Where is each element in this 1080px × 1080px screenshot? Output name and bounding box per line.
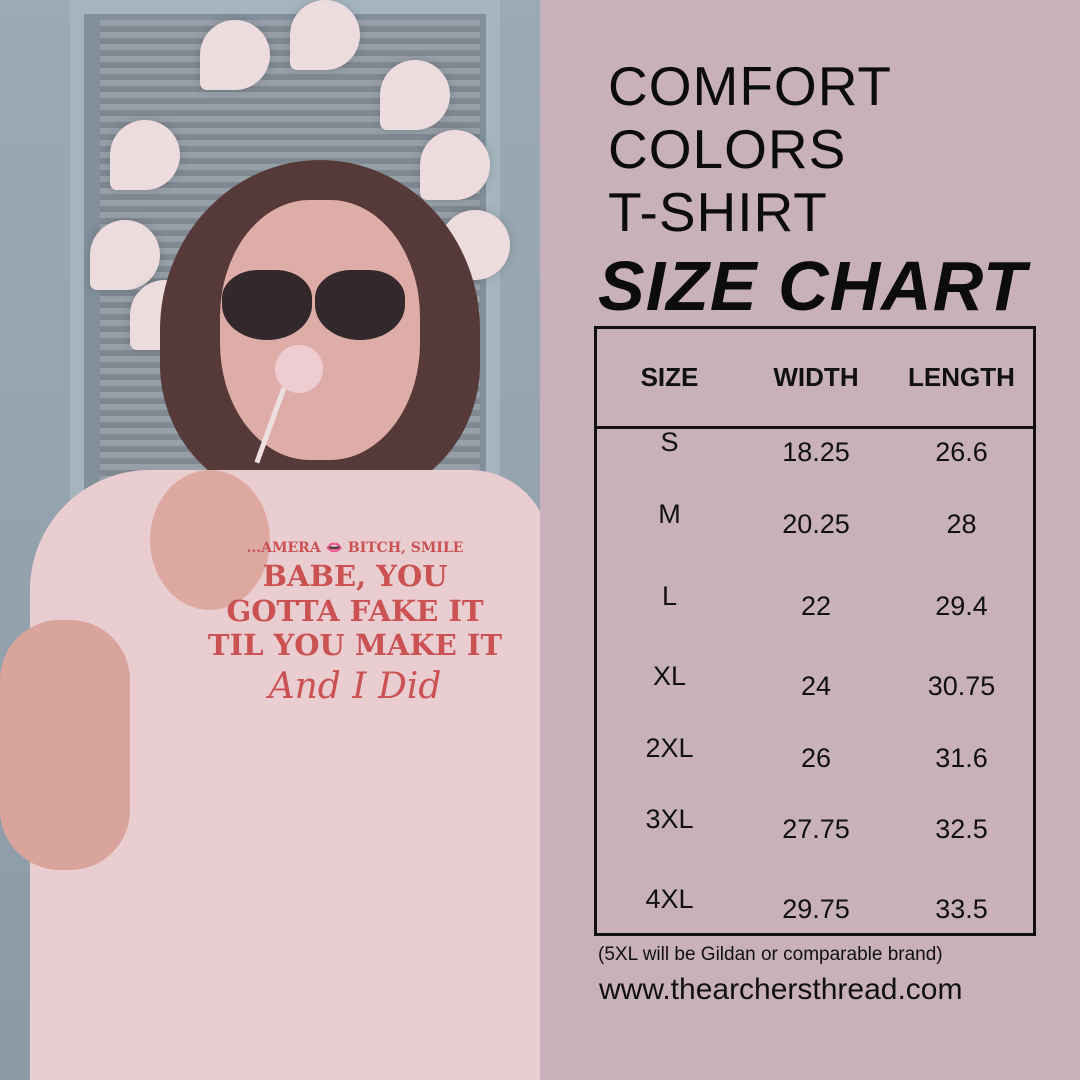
table-row: M 20.25 28 bbox=[597, 499, 1033, 540]
print-line1: BABE, YOU bbox=[262, 558, 448, 593]
title: COMFORT COLORS T-SHIRT SIZE CHART bbox=[598, 55, 1026, 325]
table-header: SIZE WIDTH LENGTH bbox=[597, 329, 1033, 429]
width-cell: 22 bbox=[800, 591, 832, 621]
length-cell: 28 bbox=[946, 509, 977, 539]
width-cell: 20.25 bbox=[782, 509, 850, 539]
lily-flower bbox=[200, 20, 270, 90]
width-cell: 27.75 bbox=[782, 814, 850, 844]
header-width: WIDTH bbox=[773, 362, 859, 392]
table-row: 4XL 29.75 33.5 bbox=[597, 884, 1033, 925]
lily-flower bbox=[110, 120, 180, 190]
table-row: XL 24 30.75 bbox=[597, 661, 1033, 702]
print-line2: GOTTA FAKE IT bbox=[226, 593, 484, 628]
size-cell: 2XL bbox=[645, 733, 694, 763]
size-chart-heading: SIZE CHART bbox=[598, 247, 1027, 325]
width-cell: 24 bbox=[800, 671, 832, 701]
length-cell: 32.5 bbox=[935, 814, 988, 844]
print-top-right: BITCH, SMILE bbox=[347, 540, 464, 556]
table-row: L 22 29.4 bbox=[597, 581, 1033, 622]
header-size: SIZE bbox=[640, 362, 699, 392]
arm bbox=[0, 620, 130, 870]
length-cell: 29.4 bbox=[935, 591, 988, 621]
lily-flower bbox=[420, 130, 490, 200]
width-cell: 26 bbox=[800, 743, 832, 773]
title-line1: COMFORT bbox=[608, 55, 893, 117]
size-cell: S bbox=[660, 427, 679, 457]
length-cell: 30.75 bbox=[927, 671, 996, 701]
header-length: LENGTH bbox=[908, 362, 1015, 392]
sunglasses-lens bbox=[222, 270, 312, 340]
print-script: And I Did bbox=[268, 666, 442, 708]
brand-note: (5XL will be Gildan or comparable brand) bbox=[598, 944, 943, 965]
photo-tint bbox=[0, 0, 540, 1080]
sunglasses-lens bbox=[315, 270, 405, 340]
lily-flower bbox=[90, 220, 160, 290]
size-cell: L bbox=[661, 581, 678, 611]
shirt-print: ...AMERA 👄 BITCH, SMILE BABE, YOU GOTTA … bbox=[170, 540, 540, 708]
lollipop bbox=[275, 345, 323, 393]
print-line3: TIL YOU MAKE IT bbox=[207, 628, 503, 663]
size-cell: XL bbox=[652, 661, 687, 691]
length-cell: 31.6 bbox=[935, 743, 988, 773]
print-top-left: ...AMERA bbox=[246, 540, 321, 556]
size-cell: M bbox=[658, 499, 681, 529]
table-row: S 18.25 26.6 bbox=[597, 427, 1033, 468]
size-table: SIZE WIDTH LENGTH S 18.25 26.6 M 20.25 28 L 22 2… bbox=[594, 326, 1036, 936]
lily-flower bbox=[290, 0, 360, 70]
table-row: 3XL 27.75 32.5 bbox=[597, 804, 1033, 845]
size-cell: 4XL bbox=[645, 884, 694, 914]
length-cell: 26.6 bbox=[935, 437, 988, 467]
website-url: www.thearchersthread.com bbox=[599, 973, 963, 1006]
width-cell: 29.75 bbox=[782, 894, 850, 924]
title-line3: T-SHIRT bbox=[608, 181, 828, 243]
width-cell: 18.25 bbox=[782, 437, 850, 467]
lily-flower bbox=[380, 60, 450, 130]
size-cell: 3XL bbox=[645, 804, 694, 834]
model-photo: ...AMERA 👄 BITCH, SMILE BABE, YOU GOTTA … bbox=[0, 0, 540, 1080]
hand bbox=[150, 470, 270, 610]
length-cell: 33.5 bbox=[935, 894, 988, 924]
table-row: 2XL 26 31.6 bbox=[597, 733, 1033, 774]
title-line2: COLORS bbox=[608, 118, 847, 180]
